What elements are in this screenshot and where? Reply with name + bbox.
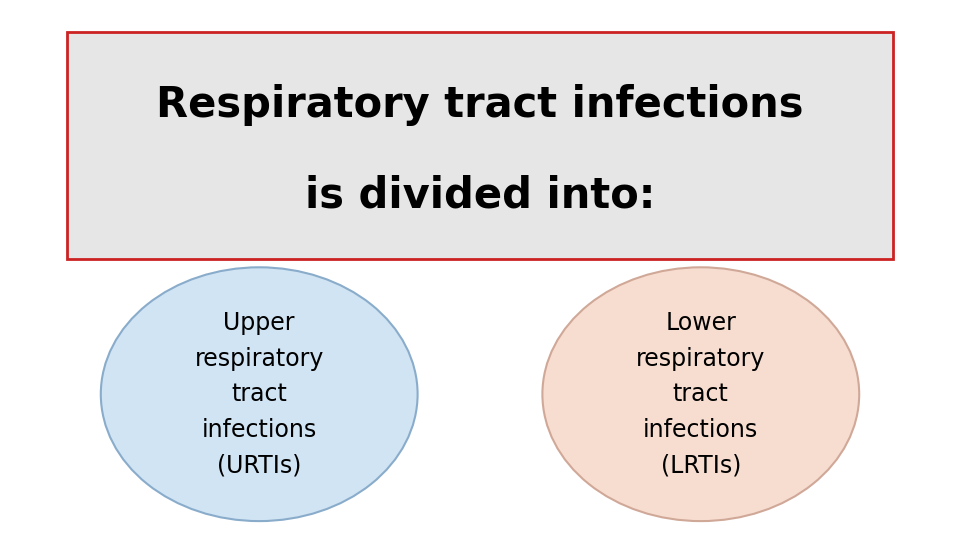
Text: Lower
respiratory
tract
infections
(LRTIs): Lower respiratory tract infections (LRTI… — [636, 312, 765, 477]
Text: Upper
respiratory
tract
infections
(URTIs): Upper respiratory tract infections (URTI… — [195, 312, 324, 477]
Text: Respiratory tract infections: Respiratory tract infections — [156, 84, 804, 126]
Ellipse shape — [101, 267, 418, 521]
Text: is divided into:: is divided into: — [305, 175, 655, 217]
FancyBboxPatch shape — [67, 32, 893, 259]
Ellipse shape — [542, 267, 859, 521]
